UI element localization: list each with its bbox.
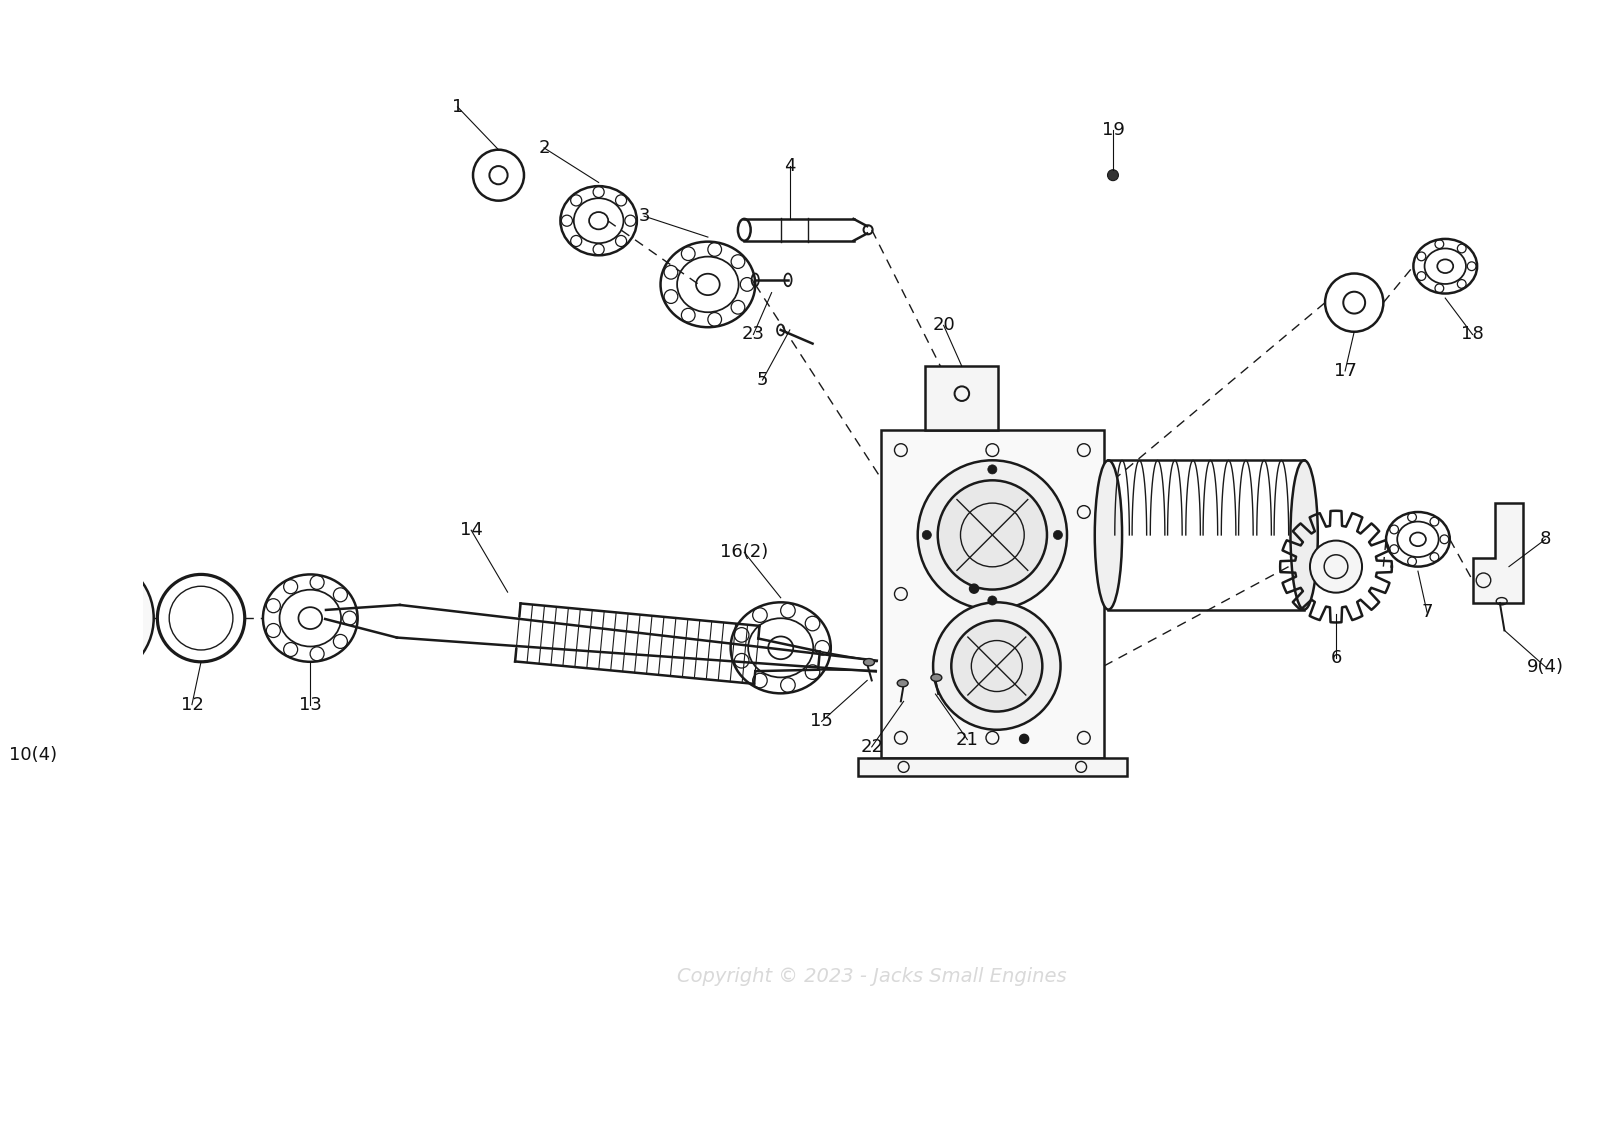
- Circle shape: [922, 531, 931, 540]
- Circle shape: [938, 480, 1046, 589]
- Ellipse shape: [58, 686, 66, 692]
- Text: 15: 15: [810, 713, 834, 730]
- Text: 18: 18: [1461, 325, 1483, 344]
- Circle shape: [66, 592, 118, 644]
- Text: 5: 5: [757, 371, 768, 388]
- Ellipse shape: [931, 674, 942, 682]
- Bar: [882, 430, 1104, 758]
- Text: 23: 23: [742, 325, 765, 344]
- Bar: [858, 758, 1126, 776]
- Circle shape: [918, 461, 1067, 610]
- Text: 22: 22: [861, 738, 883, 756]
- Text: 12: 12: [181, 696, 203, 714]
- Text: 13: 13: [299, 696, 322, 714]
- Text: 21: 21: [955, 731, 979, 748]
- Circle shape: [987, 596, 997, 605]
- Text: 6: 6: [1330, 649, 1342, 667]
- Text: 4: 4: [784, 157, 795, 175]
- Circle shape: [118, 581, 130, 591]
- Circle shape: [54, 581, 66, 591]
- Text: 1: 1: [451, 97, 464, 116]
- Ellipse shape: [898, 680, 909, 686]
- Text: 16(2): 16(2): [720, 543, 768, 562]
- Circle shape: [118, 644, 130, 656]
- Text: 7: 7: [1421, 603, 1432, 621]
- Polygon shape: [1472, 503, 1523, 603]
- Ellipse shape: [1094, 461, 1122, 610]
- Circle shape: [933, 603, 1061, 730]
- Circle shape: [952, 620, 1042, 712]
- Circle shape: [1310, 541, 1362, 592]
- Text: 2: 2: [538, 139, 550, 157]
- Circle shape: [54, 644, 66, 656]
- Circle shape: [987, 465, 997, 474]
- Text: Copyright © 2023 - Jacks Small Engines: Copyright © 2023 - Jacks Small Engines: [677, 967, 1067, 986]
- Circle shape: [1107, 170, 1118, 181]
- Circle shape: [1053, 531, 1062, 540]
- Text: 14: 14: [459, 521, 483, 540]
- Ellipse shape: [1291, 461, 1318, 610]
- Text: 19: 19: [1101, 120, 1125, 139]
- Text: 8: 8: [1539, 531, 1550, 548]
- Text: 10(4): 10(4): [8, 746, 56, 763]
- Circle shape: [30, 556, 154, 680]
- Ellipse shape: [864, 659, 875, 666]
- Text: 20: 20: [933, 316, 955, 335]
- Bar: [925, 367, 998, 430]
- Circle shape: [970, 584, 979, 594]
- Circle shape: [1019, 735, 1029, 744]
- Text: 17: 17: [1334, 362, 1357, 380]
- Text: 3: 3: [638, 207, 650, 225]
- Text: 9(4): 9(4): [1526, 658, 1563, 676]
